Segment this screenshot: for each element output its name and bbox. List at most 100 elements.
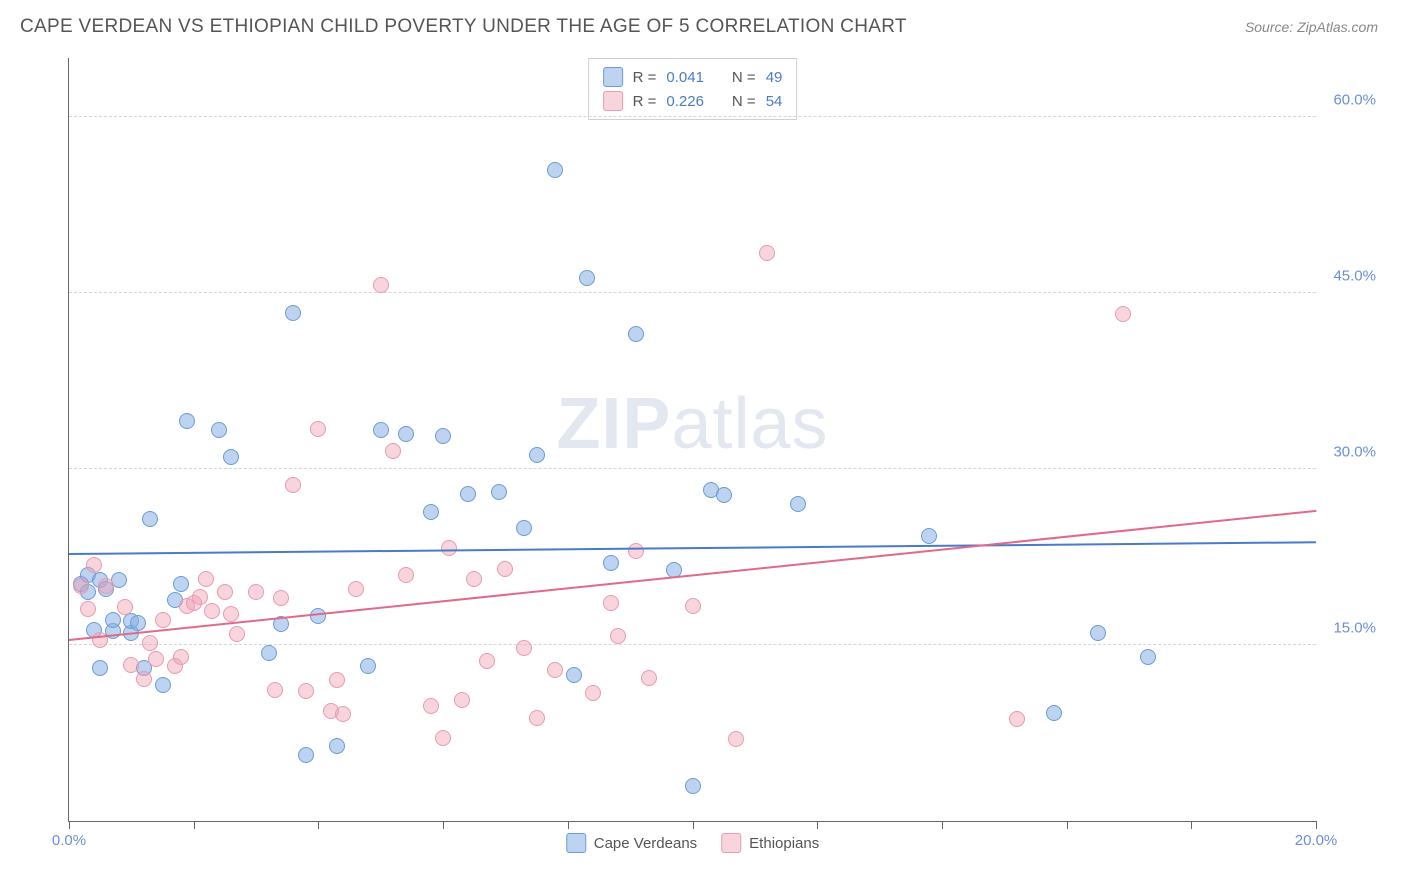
swatch-blue bbox=[566, 833, 586, 853]
data-point bbox=[285, 305, 301, 321]
data-point bbox=[105, 612, 121, 628]
y-tick-label: 30.0% bbox=[1333, 443, 1376, 460]
x-tick bbox=[69, 821, 70, 829]
data-point bbox=[1046, 705, 1062, 721]
data-point bbox=[398, 567, 414, 583]
data-point bbox=[716, 487, 732, 503]
x-tick-label: 20.0% bbox=[1295, 832, 1338, 849]
data-point bbox=[92, 660, 108, 676]
data-point bbox=[148, 651, 164, 667]
data-point bbox=[223, 449, 239, 465]
data-point bbox=[211, 422, 227, 438]
data-point bbox=[173, 576, 189, 592]
data-point bbox=[1140, 649, 1156, 665]
x-tick bbox=[1191, 821, 1192, 829]
data-point bbox=[204, 603, 220, 619]
series-legend: Cape Verdeans Ethiopians bbox=[566, 833, 819, 853]
data-point bbox=[298, 683, 314, 699]
data-point bbox=[86, 557, 102, 573]
data-point bbox=[759, 245, 775, 261]
stats-legend: R = 0.041 N = 49 R = 0.226 N = 54 bbox=[588, 58, 798, 120]
y-tick-label: 60.0% bbox=[1333, 91, 1376, 108]
data-point bbox=[192, 589, 208, 605]
x-tick bbox=[1067, 821, 1068, 829]
data-point bbox=[80, 601, 96, 617]
data-point bbox=[435, 730, 451, 746]
source-attribution: Source: ZipAtlas.com bbox=[1245, 19, 1378, 35]
data-point bbox=[603, 595, 619, 611]
data-point bbox=[628, 543, 644, 559]
chart-header: CAPE VERDEAN VS ETHIOPIAN CHILD POVERTY … bbox=[0, 0, 1406, 48]
data-point bbox=[1115, 306, 1131, 322]
data-point bbox=[728, 731, 744, 747]
data-point bbox=[585, 685, 601, 701]
data-point bbox=[790, 496, 806, 512]
stats-row-pink: R = 0.226 N = 54 bbox=[603, 89, 783, 113]
data-point bbox=[460, 486, 476, 502]
trend-line bbox=[69, 542, 1316, 556]
watermark: ZIPatlas bbox=[556, 383, 828, 465]
data-point bbox=[285, 477, 301, 493]
data-point bbox=[136, 671, 152, 687]
data-point bbox=[98, 578, 114, 594]
data-point bbox=[261, 645, 277, 661]
x-tick bbox=[942, 821, 943, 829]
data-point bbox=[123, 657, 139, 673]
stats-row-blue: R = 0.041 N = 49 bbox=[603, 65, 783, 89]
data-point bbox=[348, 581, 364, 597]
gridline bbox=[69, 116, 1316, 117]
data-point bbox=[73, 578, 89, 594]
data-point bbox=[454, 692, 470, 708]
data-point bbox=[1090, 625, 1106, 641]
gridline bbox=[69, 468, 1316, 469]
data-point bbox=[155, 612, 171, 628]
data-point bbox=[423, 504, 439, 520]
data-point bbox=[142, 635, 158, 651]
data-point bbox=[1009, 711, 1025, 727]
data-point bbox=[579, 270, 595, 286]
data-point bbox=[335, 706, 351, 722]
chart-title: CAPE VERDEAN VS ETHIOPIAN CHILD POVERTY … bbox=[20, 16, 907, 38]
data-point bbox=[179, 413, 195, 429]
data-point bbox=[248, 584, 264, 600]
data-point bbox=[142, 511, 158, 527]
data-point bbox=[130, 615, 146, 631]
x-tick-label: 0.0% bbox=[52, 832, 86, 849]
data-point bbox=[441, 540, 457, 556]
data-point bbox=[329, 672, 345, 688]
scatter-plot: ZIPatlas R = 0.041 N = 49 R = 0.226 N = … bbox=[68, 58, 1316, 822]
data-point bbox=[360, 658, 376, 674]
data-point bbox=[329, 738, 345, 754]
data-point bbox=[491, 484, 507, 500]
data-point bbox=[628, 326, 644, 342]
data-point bbox=[267, 682, 283, 698]
data-point bbox=[479, 653, 495, 669]
data-point bbox=[398, 426, 414, 442]
data-point bbox=[466, 571, 482, 587]
data-point bbox=[117, 599, 133, 615]
data-point bbox=[516, 640, 532, 656]
data-point bbox=[223, 606, 239, 622]
data-point bbox=[385, 443, 401, 459]
data-point bbox=[273, 590, 289, 606]
swatch-pink bbox=[603, 91, 623, 111]
data-point bbox=[516, 520, 532, 536]
data-point bbox=[529, 447, 545, 463]
data-point bbox=[435, 428, 451, 444]
data-point bbox=[547, 662, 563, 678]
legend-item-eth: Ethiopians bbox=[721, 833, 819, 853]
data-point bbox=[685, 778, 701, 794]
gridline bbox=[69, 644, 1316, 645]
data-point bbox=[373, 422, 389, 438]
data-point bbox=[310, 421, 326, 437]
data-point bbox=[198, 571, 214, 587]
data-point bbox=[423, 698, 439, 714]
data-point bbox=[373, 277, 389, 293]
chart-area: Child Poverty Under the Age of 5 ZIPatla… bbox=[20, 50, 1386, 880]
data-point bbox=[155, 677, 171, 693]
data-point bbox=[529, 710, 545, 726]
x-tick bbox=[1316, 821, 1317, 829]
data-point bbox=[641, 670, 657, 686]
x-tick bbox=[568, 821, 569, 829]
x-tick bbox=[817, 821, 818, 829]
